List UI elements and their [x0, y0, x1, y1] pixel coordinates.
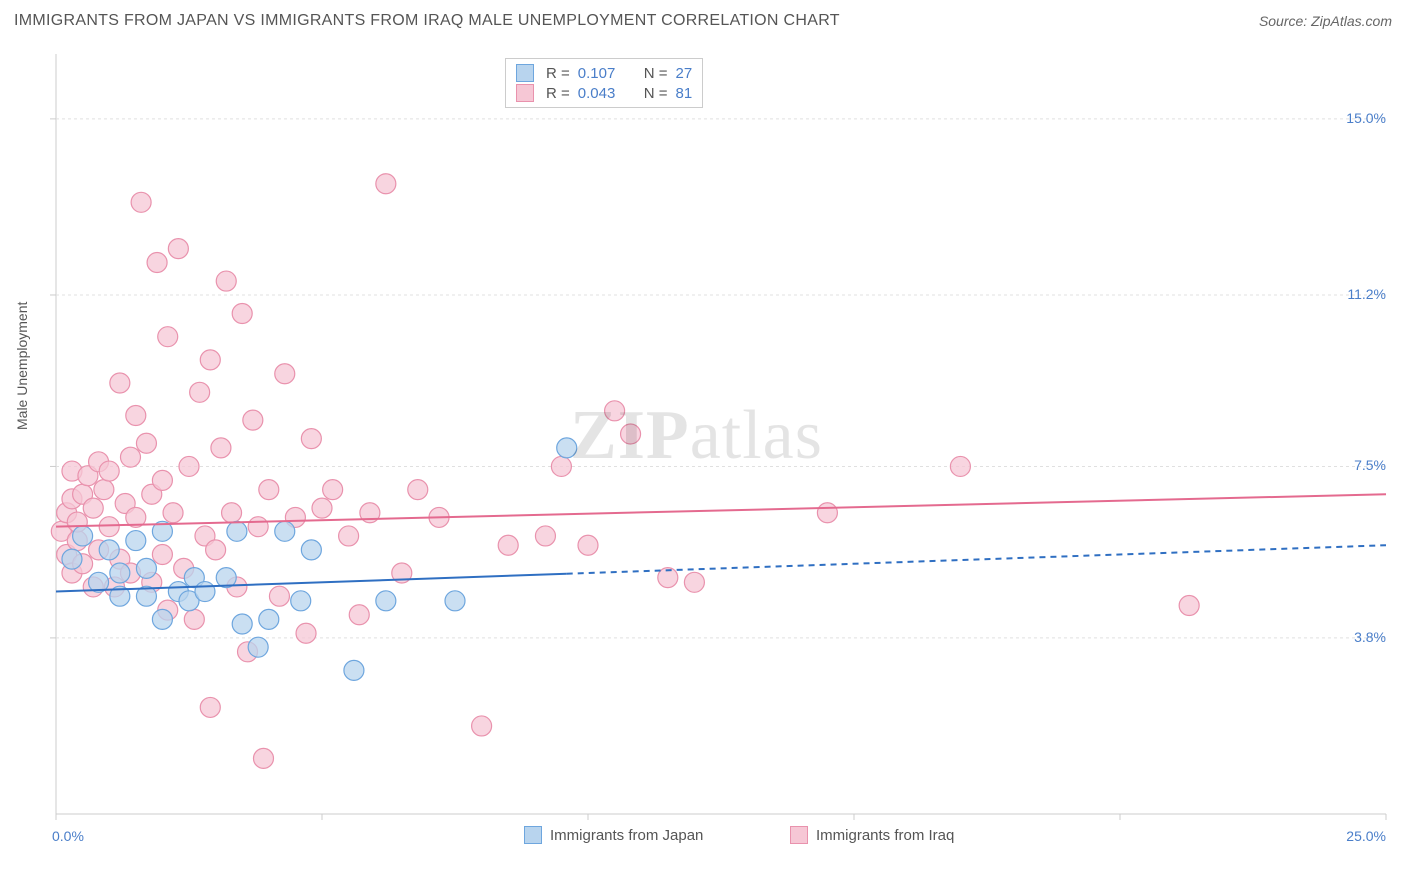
- legend-n-label: N =: [644, 65, 668, 82]
- y-tick-label: 11.2%: [1347, 286, 1386, 302]
- title-bar: IMMIGRANTS FROM JAPAN VS IMMIGRANTS FROM…: [14, 12, 1392, 30]
- legend-r-value: 0.043: [578, 85, 632, 102]
- legend-series: Immigrants from Japan: [524, 826, 703, 844]
- legend-swatch: [790, 826, 808, 844]
- y-tick-label: 7.5%: [1354, 457, 1386, 473]
- legend-series-label: Immigrants from Japan: [550, 827, 703, 844]
- legend-swatch: [524, 826, 542, 844]
- y-tick-label: 3.8%: [1354, 629, 1386, 645]
- legend-n-label: N =: [644, 85, 668, 102]
- legend-r-label: R =: [546, 85, 570, 102]
- legend-row: R = 0.107 N = 27: [516, 63, 692, 83]
- x-max-label: 25.0%: [1346, 828, 1386, 844]
- y-tick-label: 15.0%: [1346, 110, 1386, 126]
- legend-series: Immigrants from Iraq: [790, 826, 954, 844]
- scatter-plot: [50, 46, 1392, 836]
- chart-area: ZIPatlas 3.8%7.5%11.2%15.0%0.0%25.0%R =0…: [50, 46, 1392, 836]
- legend-series-label: Immigrants from Iraq: [816, 827, 954, 844]
- legend-swatch: [516, 64, 534, 82]
- legend-n-value: 81: [676, 85, 693, 102]
- chart-title: IMMIGRANTS FROM JAPAN VS IMMIGRANTS FROM…: [14, 12, 840, 30]
- legend-swatch: [516, 84, 534, 102]
- legend-r-value: 0.107: [578, 65, 632, 82]
- legend-correlation-box: R = 0.107 N = 27 R = 0.043 N = 81: [505, 58, 703, 108]
- legend-n-value: 27: [676, 65, 693, 82]
- legend-row: R = 0.043 N = 81: [516, 83, 692, 103]
- legend-r-label: R =: [546, 65, 570, 82]
- x-min-label: 0.0%: [52, 828, 84, 844]
- y-axis-label: Male Unemployment: [14, 302, 30, 430]
- source-label: Source: ZipAtlas.com: [1259, 13, 1392, 29]
